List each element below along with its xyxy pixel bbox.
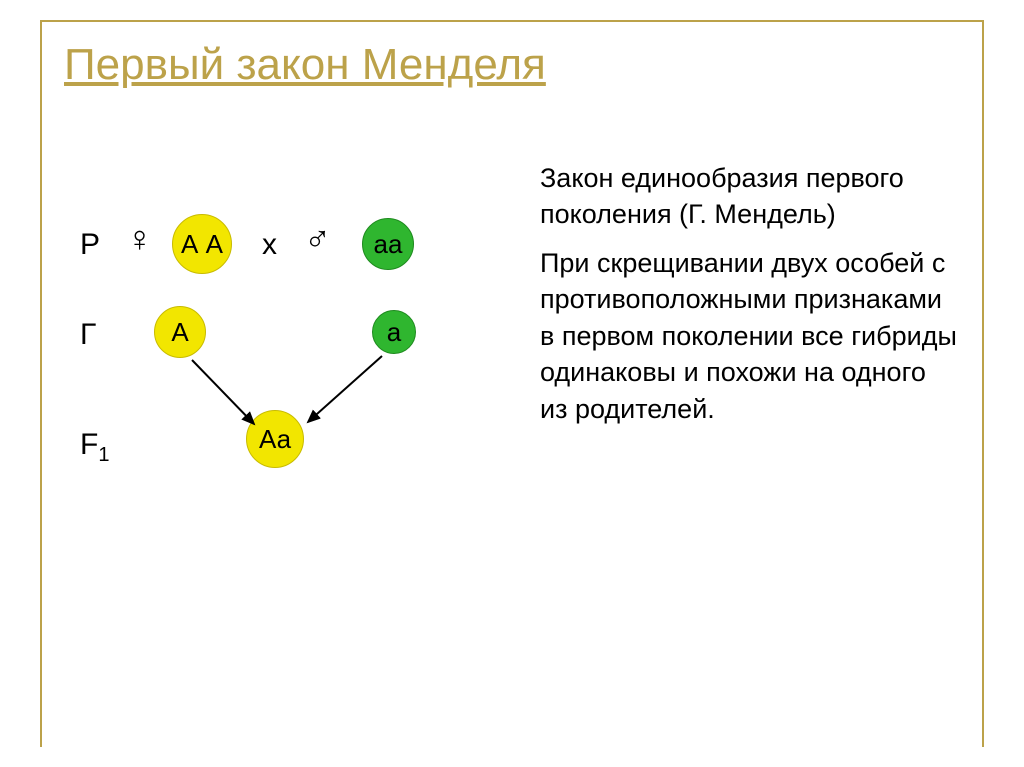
arrow-a-rec-to-f1 bbox=[80, 210, 500, 530]
description-block: Закон единообразия первого поколения (Г.… bbox=[540, 160, 960, 439]
genetics-diagram: P Г F1 ♀ А А х ♂ аа А а Аа bbox=[80, 210, 500, 530]
slide-title: Первый закон Менделя bbox=[64, 40, 546, 90]
description-p2: При скрещивании двух особей с противопол… bbox=[540, 245, 960, 427]
description-p1: Закон единообразия первого поколения (Г.… bbox=[540, 160, 960, 233]
slide-title-wrap: Первый закон Менделя bbox=[64, 40, 546, 90]
